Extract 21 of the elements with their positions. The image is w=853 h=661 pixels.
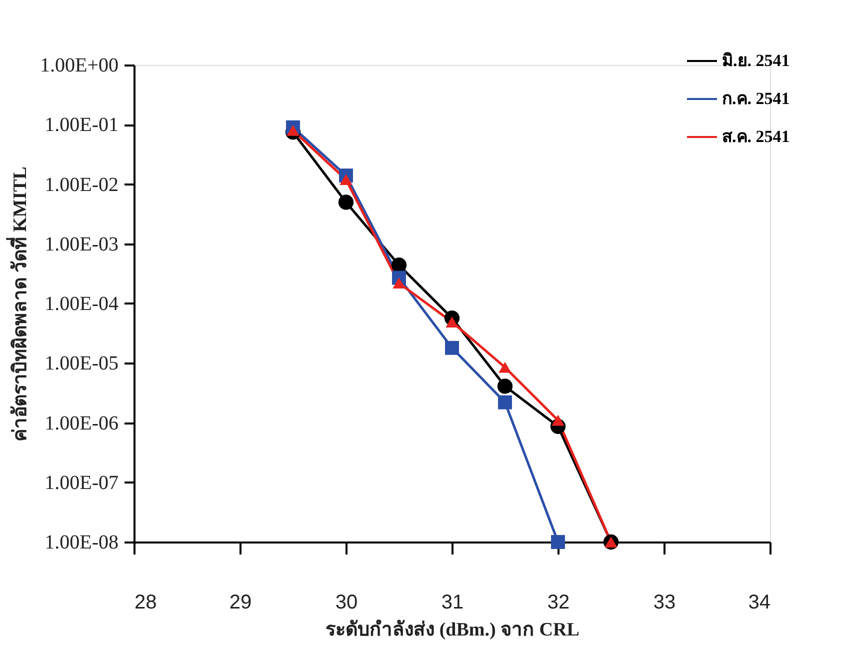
y-tick-label: 1.00E+00 bbox=[40, 54, 118, 76]
y-tick-label: 1.00E-07 bbox=[44, 472, 118, 494]
y-tick-label: 1.00E-04 bbox=[44, 293, 118, 315]
x-tick-label: 34 bbox=[748, 592, 770, 614]
x-tick-label: 28 bbox=[134, 592, 157, 614]
x-tick-label: 31 bbox=[441, 592, 464, 614]
x-tick-label: 30 bbox=[335, 592, 358, 614]
y-tick-label: 1.00E-01 bbox=[44, 114, 118, 136]
x-tick-label: 33 bbox=[653, 592, 676, 614]
y-tick-label: 1.00E-02 bbox=[44, 174, 118, 196]
y-tick-label: 1.00E-06 bbox=[44, 412, 118, 434]
legend-label: ก.ค. 2541 bbox=[722, 89, 790, 108]
y-tick-label: 1.00E-05 bbox=[44, 352, 118, 375]
x-axis-title: ระดับกำลังส่ง (dBm.) จาก CRL bbox=[326, 620, 580, 640]
y-tick-label: 1.00E-03 bbox=[44, 233, 118, 256]
x-tick-label: 32 bbox=[547, 592, 570, 614]
y-axis-title: ค่าอัตราบิทผิดพลาด วัดที่ KMITL bbox=[6, 166, 32, 442]
x-tick-label: 29 bbox=[229, 592, 252, 614]
legend-label: มิ.ย. 2541 bbox=[722, 51, 790, 70]
y-tick-label: 1.00E-08 bbox=[44, 532, 118, 554]
legend-label: ส.ค. 2541 bbox=[722, 127, 790, 146]
